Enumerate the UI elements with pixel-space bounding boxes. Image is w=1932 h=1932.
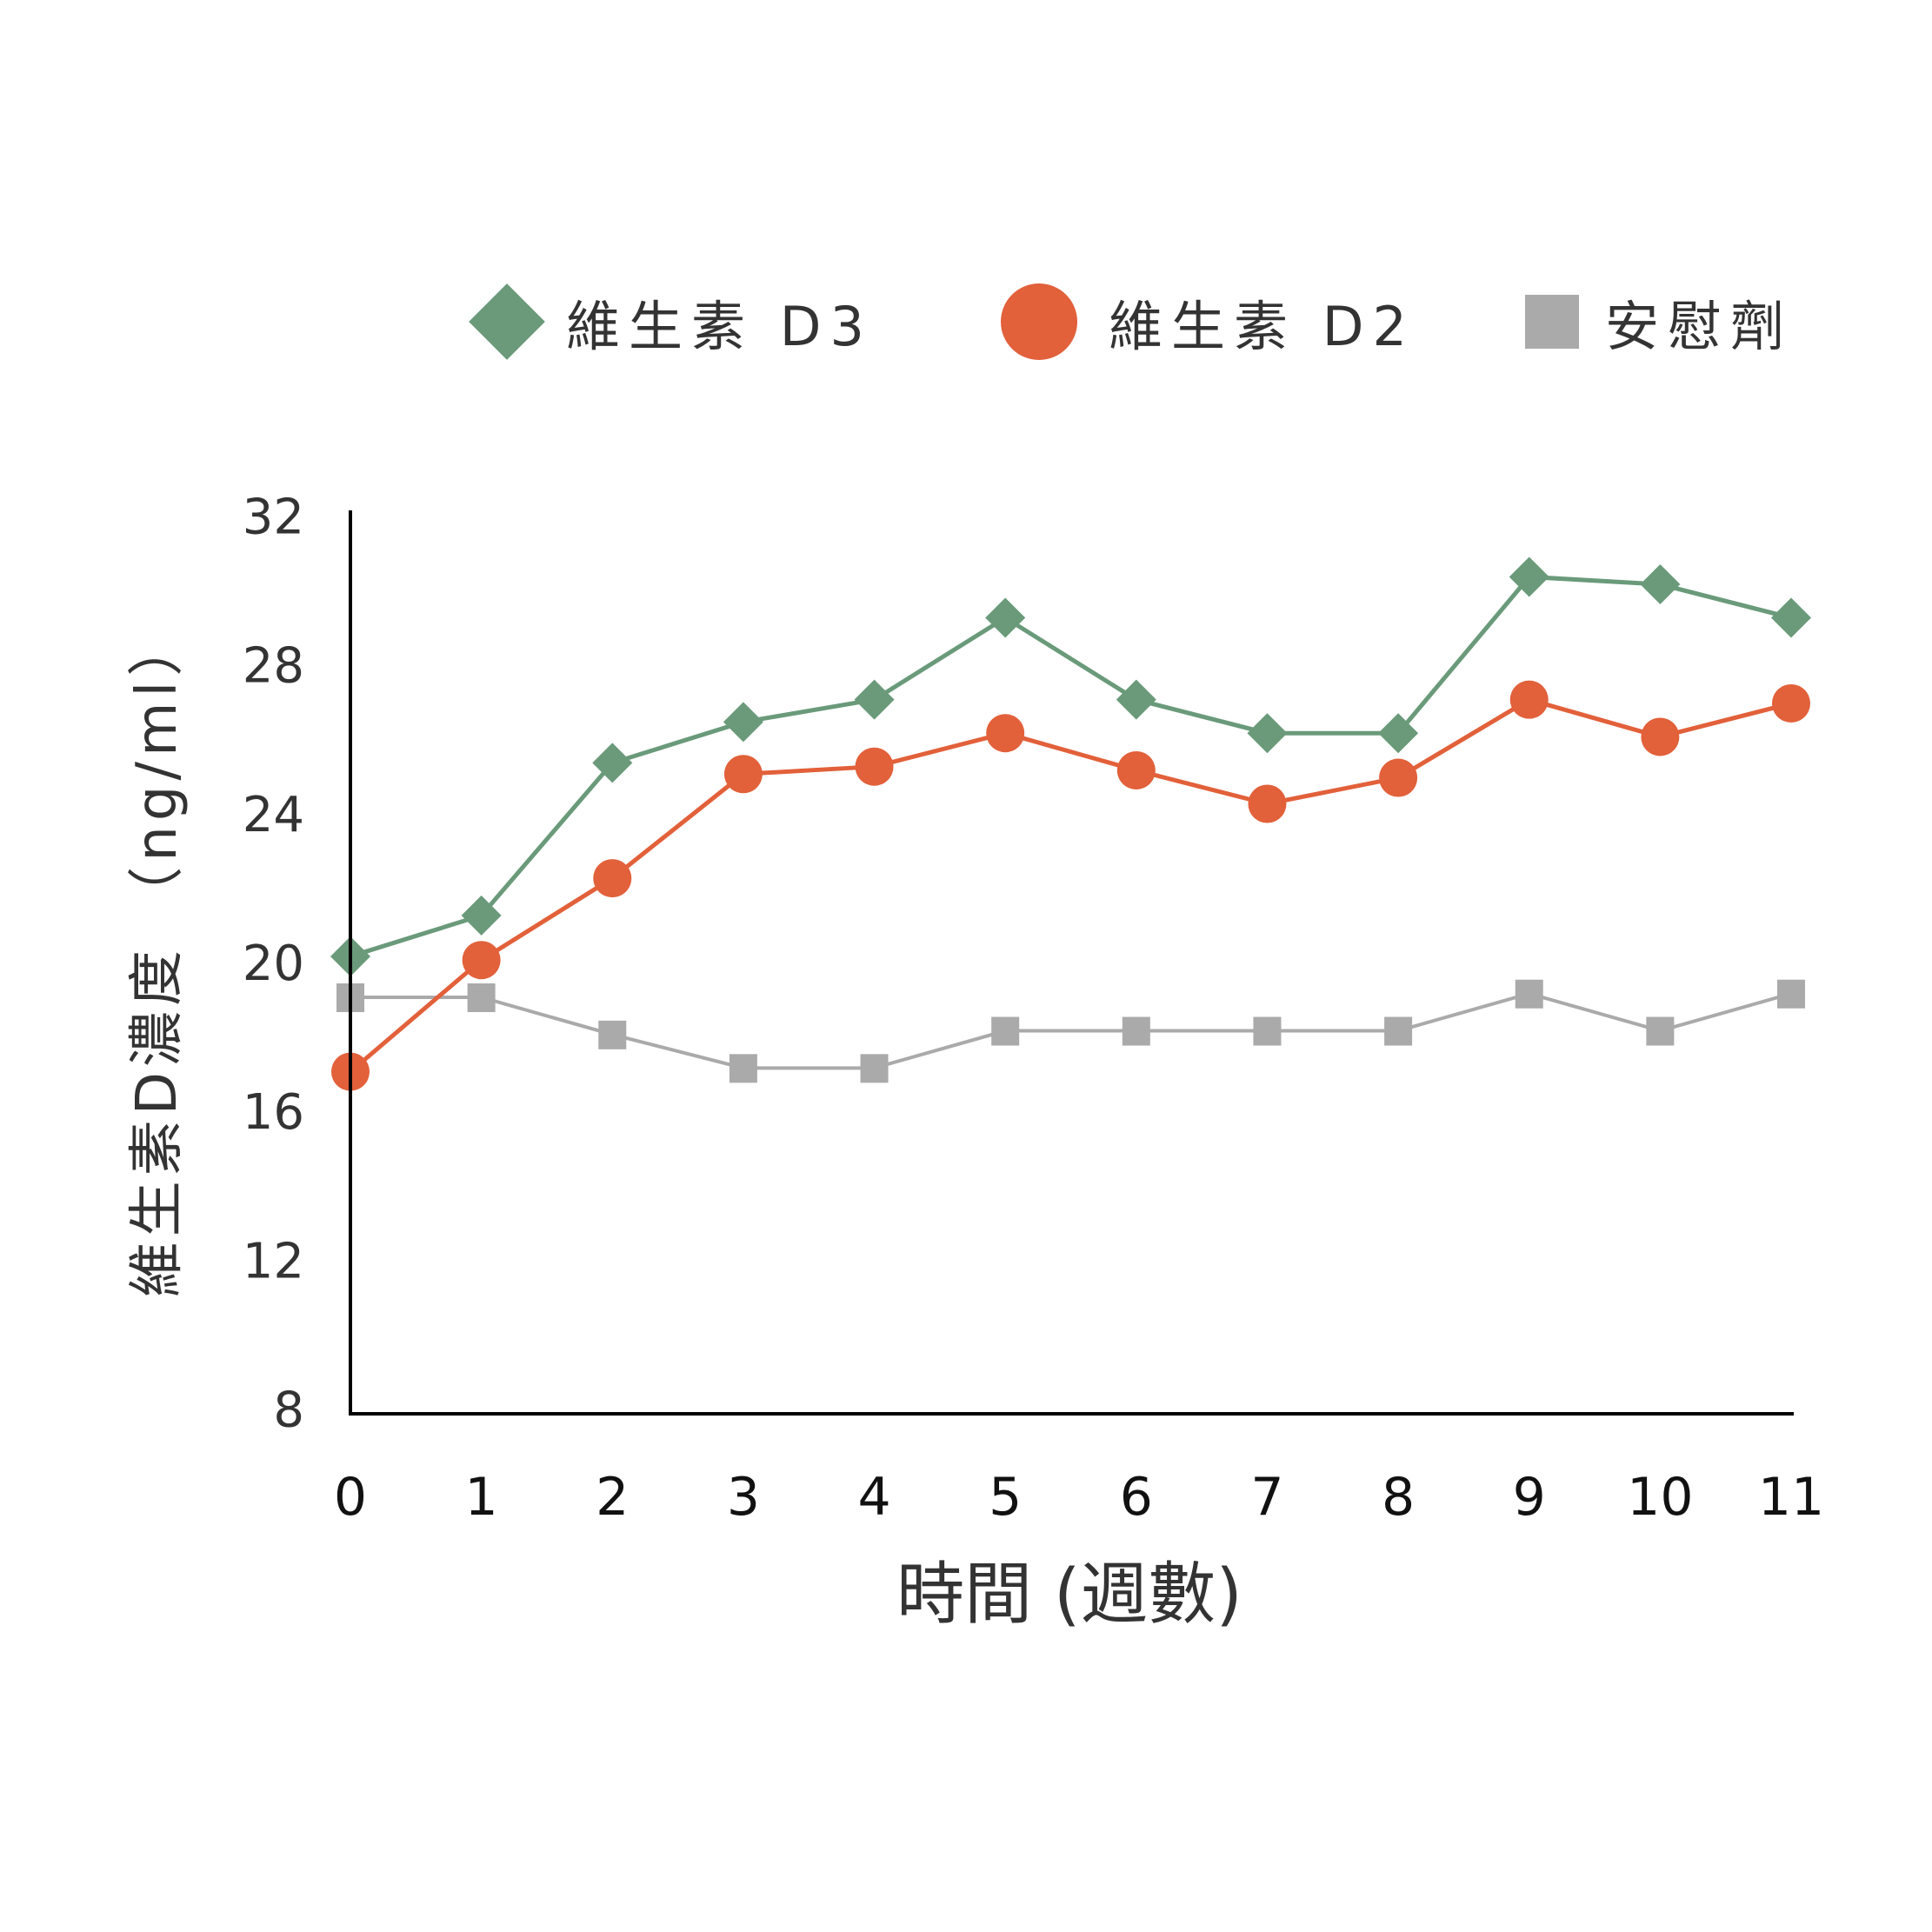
diamond-marker-icon	[461, 895, 502, 936]
diamond-marker-icon	[854, 679, 895, 720]
square-marker-icon	[598, 1020, 627, 1049]
series-square	[336, 979, 1805, 1083]
square-marker-icon	[860, 1054, 889, 1083]
diamond-marker-icon	[1509, 556, 1549, 597]
y-tick-label: 28	[243, 638, 304, 695]
x-tick-label: 9	[1513, 1467, 1546, 1528]
legend-label: 維生素 D2	[1109, 295, 1416, 358]
x-tick-label: 10	[1627, 1467, 1693, 1528]
circle-marker-icon	[462, 941, 501, 980]
diamond-marker-icon	[1771, 597, 1811, 638]
circle-marker-icon	[986, 714, 1025, 753]
square-marker-icon	[467, 983, 496, 1013]
square-marker-icon	[991, 1016, 1020, 1046]
diamond-marker-icon	[1116, 679, 1156, 720]
square-marker-icon	[1384, 1016, 1413, 1046]
legend-item-placebo: 安慰劑	[1525, 278, 1793, 365]
x-tick-label: 8	[1382, 1467, 1415, 1528]
circle-marker-icon	[1116, 750, 1156, 789]
legend-item-vitamin-d2: 維生素 D2	[1001, 278, 1416, 365]
x-tick-label: 3	[727, 1467, 760, 1528]
diamond-marker-icon	[985, 597, 1026, 638]
y-tick-label: 32	[243, 490, 304, 546]
circle-marker-icon	[1001, 283, 1077, 360]
y-tick-label: 8	[273, 1382, 304, 1439]
square-marker-icon	[1122, 1016, 1150, 1046]
series-line	[350, 991, 1792, 1070]
series-diamond	[330, 556, 1811, 976]
circle-marker-icon	[1379, 758, 1418, 797]
x-tick-label: 5	[989, 1467, 1022, 1528]
y-tick-label: 16	[243, 1084, 304, 1141]
diamond-marker-icon	[1247, 713, 1288, 754]
square-marker-icon	[1253, 1016, 1282, 1046]
diamond-marker-icon	[723, 702, 763, 743]
x-tick-label: 11	[1758, 1467, 1824, 1528]
x-axis-title: 時間 (週數)	[896, 1556, 1242, 1634]
x-tick-label: 6	[1120, 1467, 1153, 1528]
circle-marker-icon	[855, 747, 894, 786]
x-tick-label: 7	[1250, 1467, 1283, 1528]
legend-item-vitamin-d3: 維生素 D3	[469, 278, 873, 365]
circle-marker-icon	[1248, 784, 1287, 823]
diamond-marker-icon	[1640, 564, 1681, 605]
x-tick-label: 4	[857, 1467, 890, 1528]
y-axis-tick-labels: 8 12 16 20 24 28 32	[243, 490, 304, 1439]
x-axis-tick-labels: 0 1 2 3 4 5 6 7 8 9 10 11	[334, 1467, 1824, 1528]
square-marker-icon	[729, 1054, 757, 1083]
y-tick-label: 20	[243, 936, 304, 992]
series-line	[349, 696, 1792, 1074]
x-tick-label: 2	[596, 1467, 629, 1528]
square-marker-icon	[1515, 979, 1543, 1009]
square-marker-icon	[1777, 979, 1805, 1009]
series-layer	[330, 556, 1811, 1091]
series-circle	[331, 680, 1810, 1091]
x-tick-label: 0	[334, 1467, 367, 1528]
y-tick-label: 24	[243, 787, 304, 843]
circle-marker-icon	[723, 755, 763, 794]
square-marker-icon	[1646, 1016, 1675, 1046]
circle-marker-icon	[1772, 683, 1810, 723]
diamond-marker-icon	[1378, 713, 1419, 754]
legend-label: 維生素 D3	[566, 295, 873, 358]
x-tick-label: 1	[465, 1467, 498, 1528]
square-marker-icon	[1525, 295, 1579, 349]
legend-label: 安慰劑	[1605, 295, 1794, 358]
diamond-marker-icon	[592, 743, 633, 783]
circle-marker-icon	[1641, 717, 1680, 756]
circle-marker-icon	[593, 859, 632, 898]
y-tick-label: 12	[243, 1233, 304, 1289]
series-line	[350, 574, 1792, 959]
circle-marker-icon	[1509, 680, 1549, 719]
